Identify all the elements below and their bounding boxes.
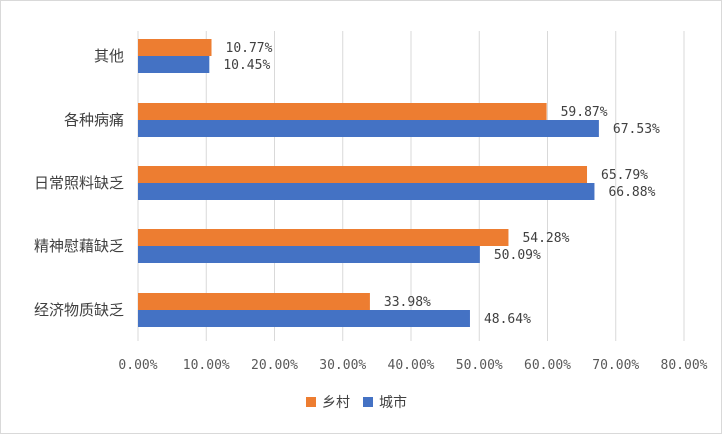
x-tick-label: 70.00% <box>592 358 639 373</box>
data-label: 33.98% <box>384 295 431 310</box>
legend-swatch-rural <box>306 397 316 407</box>
category-label: 经济物质缺乏 <box>34 301 124 319</box>
data-label: 48.64% <box>484 312 531 327</box>
x-tick-label: 30.00% <box>319 358 366 373</box>
legend-swatch-urban <box>363 397 373 407</box>
data-label: 65.79% <box>601 168 648 183</box>
bar-urban <box>138 183 595 200</box>
bar-rural <box>138 103 547 120</box>
bar-urban <box>138 120 599 137</box>
bar-urban <box>138 246 480 263</box>
x-tick-label: 50.00% <box>456 358 503 373</box>
x-tick-label: 60.00% <box>524 358 571 373</box>
data-label: 54.28% <box>522 231 569 246</box>
data-label: 50.09% <box>494 248 541 263</box>
x-tick-label: 40.00% <box>388 358 435 373</box>
bar-rural <box>138 166 588 183</box>
legend-label: 乡村 <box>322 395 350 411</box>
data-label: 66.88% <box>608 185 655 200</box>
data-label: 10.45% <box>223 58 270 73</box>
x-tick-label: 20.00% <box>251 358 298 373</box>
x-tick-label: 0.00% <box>118 358 157 373</box>
category-label: 日常照料缺乏 <box>34 174 124 192</box>
bar-rural <box>138 229 509 246</box>
x-tick-label: 10.00% <box>183 358 230 373</box>
bar-urban <box>138 56 210 73</box>
data-label: 59.87% <box>561 105 608 120</box>
data-label: 67.53% <box>613 122 660 137</box>
category-label: 各种病痛 <box>64 111 124 129</box>
x-tick-label: 80.00% <box>661 358 708 373</box>
bar-rural <box>138 293 370 310</box>
category-label: 其他 <box>94 47 124 65</box>
bar-rural <box>138 39 212 56</box>
data-label: 10.77% <box>226 41 273 56</box>
bar-urban <box>138 310 470 327</box>
category-label: 精神慰藉缺乏 <box>34 237 124 255</box>
legend-label: 城市 <box>379 394 407 411</box>
